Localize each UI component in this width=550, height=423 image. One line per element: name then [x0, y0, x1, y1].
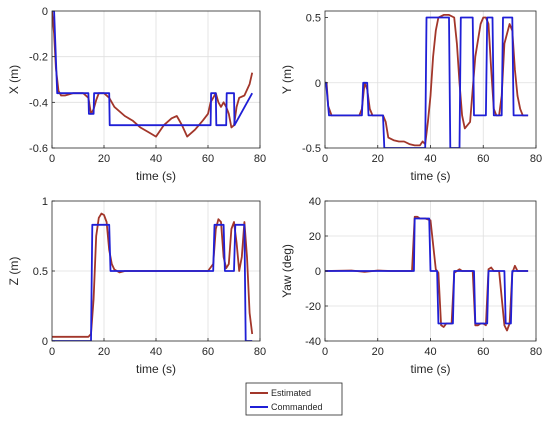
- y-tick-label: 0.5: [306, 13, 321, 25]
- series-line-commanded: [52, 11, 253, 127]
- x-tick-label: 80: [530, 346, 542, 358]
- x-axis-label: time (s): [411, 362, 451, 376]
- x-tick-label: 80: [530, 153, 542, 165]
- series-line-commanded: [325, 16, 529, 148]
- y-tick-label: 40: [309, 196, 321, 208]
- y-tick-label: 0: [315, 266, 321, 278]
- x-tick-label: 40: [424, 346, 436, 358]
- x-tick-label: 20: [372, 153, 384, 165]
- x-tick-label: 40: [150, 346, 162, 358]
- y-tick-label: 0: [42, 6, 48, 18]
- x-tick-label: 0: [49, 153, 55, 165]
- series-line-estimated: [325, 215, 529, 332]
- y-tick-label: -0.5: [302, 143, 321, 155]
- y-tick-label: -0.6: [29, 143, 48, 155]
- z-position-plot: 0 20 40 60 80 0 0.5 1 time (s) Z (m): [7, 196, 266, 376]
- x-tick-label: 20: [98, 346, 110, 358]
- y-axis-label: X (m): [7, 65, 21, 94]
- y-axis-label: Yaw (deg): [280, 244, 294, 298]
- y-tick-label: 0: [315, 78, 321, 90]
- y-tick-label: 0.5: [33, 266, 48, 278]
- y-tick-label: -0.2: [29, 52, 48, 64]
- x-axis-label: time (s): [136, 169, 176, 183]
- y-tick-label: -20: [305, 301, 321, 313]
- legend-commanded-label: Commanded: [271, 402, 323, 412]
- y-tick-label: -40: [305, 336, 321, 348]
- x-tick-label: 40: [424, 153, 436, 165]
- legend-box: [245, 382, 343, 416]
- x-tick-label: 40: [150, 153, 162, 165]
- legend-estimated-label: Estimated: [271, 388, 311, 398]
- y-tick-label: 0: [42, 336, 48, 348]
- x-tick-label: 0: [322, 346, 328, 358]
- x-tick-label: 20: [98, 153, 110, 165]
- x-position-plot: 0 20 40 60 80 -0.6 -0.4 -0.2 0 time (s) X (m): [7, 6, 266, 183]
- x-tick-label: 20: [372, 346, 384, 358]
- y-axis-label: Y (m): [280, 65, 294, 94]
- x-tick-label: 80: [254, 346, 266, 358]
- y-tick-label: -0.4: [29, 97, 48, 109]
- x-tick-label: 60: [477, 346, 489, 358]
- legend: Estimated Commanded: [245, 382, 343, 416]
- x-axis-label: time (s): [136, 362, 176, 376]
- x-tick-label: 80: [254, 153, 266, 165]
- y-tick-label: 1: [42, 196, 48, 208]
- x-axis-label: time (s): [411, 169, 451, 183]
- x-tick-label: 60: [477, 153, 489, 165]
- y-tick-label: 20: [309, 231, 321, 243]
- series-line-commanded: [325, 217, 529, 325]
- y-axis-label: Z (m): [7, 257, 21, 286]
- x-tick-label: 60: [202, 153, 214, 165]
- yaw-plot: 0 20 40 60 80 -40 -20 0 20 40 time (s) Yaw (deg): [280, 196, 542, 376]
- x-tick-label: 60: [202, 346, 214, 358]
- x-tick-label: 0: [49, 346, 55, 358]
- x-tick-label: 0: [322, 153, 328, 165]
- series-line-commanded: [52, 223, 253, 341]
